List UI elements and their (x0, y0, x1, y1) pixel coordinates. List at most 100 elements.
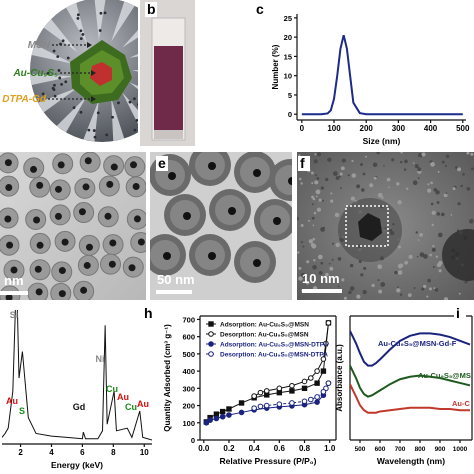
x-tick-label: 900 (435, 446, 446, 453)
y-tick-label: 10 (284, 72, 292, 81)
tem-d (0, 152, 146, 300)
data-point (203, 419, 210, 426)
data-point (276, 385, 283, 392)
peak-label: Si (10, 310, 19, 320)
panel-label: b (147, 1, 156, 17)
peak-label: Gd (73, 402, 86, 412)
scale-label: 50 nm (157, 272, 195, 287)
x-tick-label: 500 (355, 446, 366, 453)
data-line (2, 310, 152, 441)
legend-marker (208, 321, 214, 327)
data-point (226, 412, 232, 418)
y-axis-label: Absorbance (a.u.) (335, 344, 344, 412)
panel-label: i (456, 305, 460, 321)
data-point (289, 400, 295, 406)
curve-label: Au-Cu₉S₅@MSN-Gd-F (378, 339, 457, 348)
data-point (320, 388, 327, 395)
x-tick-label: 0 (300, 124, 305, 133)
scale-bars: nm 50 nm 10 nm (0, 271, 342, 295)
peak-label: Au (137, 399, 149, 409)
x-tick-label: 0.4 (249, 444, 261, 453)
legend-marker (208, 341, 214, 347)
data-point (301, 378, 308, 385)
data-line (301, 34, 463, 116)
legend-label: Desorption: Au-Cu₉S₅@MSN (220, 332, 309, 339)
curve-label: Au-C (452, 399, 470, 408)
legend-label: Adsorption: Au-Cu₉S₅@MSN-DTPA (220, 342, 329, 349)
data-point (314, 394, 320, 400)
x-tick-label: 1000 (453, 446, 468, 453)
x-tick-label: 2 (18, 448, 23, 457)
x-axis-label: Size (nm) (363, 136, 401, 146)
panel-label: h (144, 305, 153, 321)
x-tick-label: 0.2 (223, 444, 235, 453)
data-point (320, 368, 327, 374)
data-point (207, 417, 213, 423)
x-tick-label: 100 (327, 124, 341, 133)
x-tick-label: 600 (375, 446, 386, 453)
x-axis-label: Energy (keV) (51, 460, 103, 470)
data-line (350, 383, 470, 414)
data-point (263, 402, 270, 409)
data-line (350, 365, 471, 398)
peak-label: Au (117, 392, 129, 402)
y-tick-label: 0 (288, 110, 292, 119)
data-point (289, 388, 295, 394)
y-tick-label: 300 (182, 384, 195, 393)
data-point (251, 393, 257, 399)
peak-label: Cu (106, 384, 118, 394)
y-tick-label: 20 (284, 33, 292, 42)
data-point (238, 400, 245, 406)
data-point (325, 380, 332, 386)
data-point (276, 401, 283, 407)
y-tick-label: 400 (182, 367, 195, 376)
y-tick-label: 100 (182, 419, 195, 428)
legend-marker (208, 351, 214, 357)
data-point (314, 380, 320, 386)
legend-label: Desorption: Au-Cu₉S₅@MSN-DTPA (220, 352, 328, 359)
y-axis-label: Number (%) (271, 44, 280, 89)
x-tick-label: 6 (80, 448, 85, 457)
y-tick-label: 200 (182, 402, 195, 411)
data-point (226, 406, 232, 412)
peak-label: Cu (125, 402, 137, 412)
x-tick-label: 200 (360, 124, 374, 133)
x-tick-label: 400 (424, 124, 438, 133)
peak-label: S (19, 406, 25, 416)
y-tick-label: 600 (182, 333, 195, 342)
data-point (257, 389, 264, 396)
x-tick-label: 8 (111, 448, 116, 457)
y-tick-label: 15 (284, 52, 292, 61)
data-point (314, 368, 320, 374)
label-au-cus: Au-Cu₉S₅ (12, 68, 58, 79)
x-tick-label: 800 (415, 446, 426, 453)
data-point (325, 320, 332, 326)
legend-marker (208, 331, 214, 337)
y-tick-label: 5 (288, 91, 292, 100)
x-tick-label: 10 (140, 448, 149, 457)
data-point (251, 405, 257, 411)
data-point (257, 403, 264, 410)
data-point (238, 409, 245, 416)
x-axis-label: Relative Pressure (P/P₀) (220, 456, 317, 466)
data-point (308, 396, 314, 403)
x-axis-label: Wavelength (nm) (377, 456, 445, 466)
data-point (301, 398, 308, 405)
x-tick-label: 500 (456, 124, 470, 133)
x-tick-label: 300 (392, 124, 406, 133)
y-tick-label: 700 (182, 315, 195, 324)
panel-label: c (256, 1, 264, 17)
panel-label: f (300, 155, 305, 171)
x-tick-label: 0.6 (274, 444, 286, 453)
scale-label: 10 nm (302, 271, 340, 286)
y-tick-label: 500 (182, 350, 195, 359)
peak-label: Au (6, 396, 18, 406)
y-axis-label: Quantity Adsorbed (cm³ g⁻¹) (163, 324, 172, 432)
tem-f (297, 152, 474, 300)
data-point (219, 408, 226, 415)
data-point (219, 413, 226, 420)
data-point (314, 399, 320, 405)
tem-e (150, 152, 292, 300)
panel-label: e (158, 155, 166, 171)
